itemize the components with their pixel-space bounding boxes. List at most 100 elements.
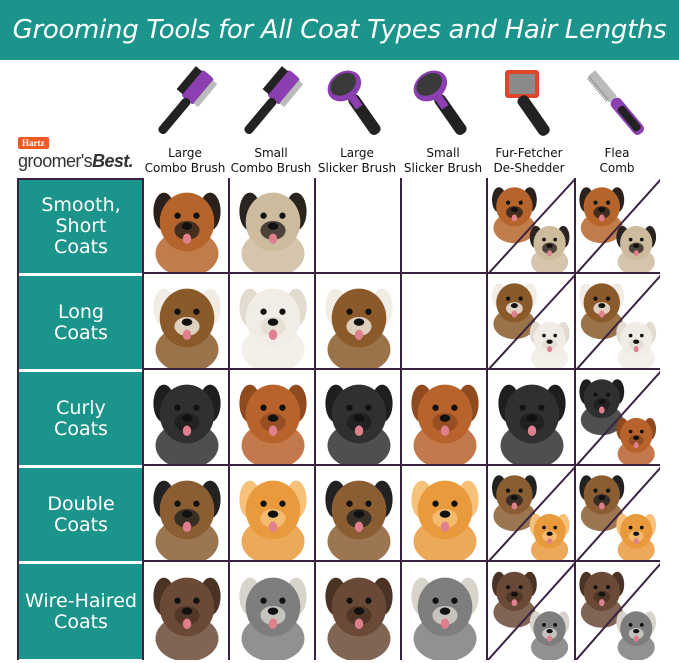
tool-2: Large Slicker Brush — [313, 64, 401, 176]
grid-cell — [574, 466, 660, 562]
dog-photo — [579, 283, 625, 340]
grid-cell — [400, 178, 486, 274]
dog-photo — [492, 187, 537, 244]
dog-photo — [153, 192, 221, 272]
coat-type-label: Double Coats — [19, 468, 143, 564]
combo-brush-icon — [141, 64, 229, 144]
tool-1: Small Combo Brush — [227, 64, 315, 176]
dog-photo — [239, 288, 307, 368]
dog-photo — [492, 571, 537, 628]
grid-cell — [486, 178, 574, 274]
diagonal-divider — [576, 370, 660, 464]
deshedder-icon — [485, 64, 573, 144]
grid-cell — [142, 466, 228, 562]
dog-photo — [153, 577, 221, 660]
grid-cell — [142, 274, 228, 370]
grid-cell — [574, 178, 660, 274]
title-banner: Grooming Tools for All Coat Types and Ha… — [0, 0, 679, 60]
dog-photo — [616, 225, 657, 272]
page-title: Grooming Tools for All Coat Types and Ha… — [12, 15, 667, 45]
dog-photo — [325, 577, 393, 660]
grid-cell — [400, 370, 486, 466]
diagonal-divider — [488, 274, 574, 368]
grid-cell — [228, 562, 314, 660]
dog-photo — [498, 384, 566, 464]
grid-cell — [574, 562, 660, 660]
tool-4: Fur-Fetcher De-Shedder — [485, 64, 573, 176]
dog-photo — [153, 480, 221, 560]
dog-photo — [239, 480, 307, 560]
grid-cell — [142, 370, 228, 466]
grid-cell — [228, 466, 314, 562]
grid-cell — [400, 274, 486, 370]
grid-cell — [142, 178, 228, 274]
coat-type-label: Wire-Haired Coats — [19, 564, 143, 662]
tool-label: Large Combo Brush — [144, 146, 226, 175]
coat-type-label: Smooth, Short Coats — [19, 180, 143, 276]
grid-cell — [400, 562, 486, 660]
tool-0: Large Combo Brush — [141, 64, 229, 176]
tool-label: Large Slicker Brush — [317, 146, 397, 175]
dog-photo — [616, 513, 657, 560]
grid-cell — [486, 562, 574, 660]
grid-cell — [228, 370, 314, 466]
dog-photo — [579, 187, 625, 244]
brand-logo: Hartz groomer'sBest. — [18, 131, 134, 172]
hartz-logo: Hartz — [18, 137, 49, 149]
dog-photo — [153, 288, 221, 368]
tool-3: Small Slicker Brush — [399, 64, 487, 176]
grid-cell — [486, 274, 574, 370]
dog-photo — [411, 577, 479, 660]
tool-5: Flea Comb — [573, 64, 661, 176]
grid-cell — [228, 274, 314, 370]
dog-photo — [239, 192, 307, 272]
grid-cell — [314, 562, 400, 660]
grid-cell — [314, 370, 400, 466]
grid-cell — [574, 370, 660, 466]
slicker-brush-icon — [399, 64, 487, 144]
diagonal-divider — [576, 274, 660, 368]
grid-cell — [228, 178, 314, 274]
diagonal-divider — [576, 466, 660, 560]
tool-label: Small Combo Brush — [230, 146, 312, 175]
tool-label: Flea Comb — [599, 146, 635, 175]
dog-photo — [579, 475, 625, 532]
coat-type-label: Curly Coats — [19, 372, 143, 468]
slicker-brush-icon — [313, 64, 401, 144]
grid-cell — [400, 466, 486, 562]
dog-photo — [529, 513, 570, 560]
dog-photo — [616, 321, 657, 368]
diagonal-divider — [488, 178, 574, 272]
tool-label: Fur-Fetcher De-Shedder — [493, 146, 565, 175]
dog-photo — [411, 480, 479, 560]
groomers-best-logo: groomer'sBest. — [18, 151, 134, 171]
dog-photo — [239, 384, 307, 464]
dog-photo — [579, 379, 625, 436]
dog-photo — [529, 225, 570, 272]
dog-photo — [616, 611, 657, 660]
dog-photo — [616, 417, 657, 464]
dog-photo — [492, 283, 537, 340]
grid-cell — [574, 274, 660, 370]
grid-cell — [314, 466, 400, 562]
diagonal-divider — [576, 178, 660, 272]
coat-type-label: Long Coats — [19, 276, 143, 372]
grid-cell — [486, 370, 574, 466]
dog-photo — [153, 384, 221, 464]
grid-cell — [314, 274, 400, 370]
combo-brush-icon — [227, 64, 315, 144]
coat-tool-grid: Smooth, Short Coats Long Coats Curly Coats… — [17, 178, 660, 662]
tool-label: Small Slicker Brush — [403, 146, 483, 175]
dog-photo — [529, 611, 570, 660]
dog-photo — [529, 321, 570, 368]
dog-photo — [492, 475, 537, 532]
grid-cell — [142, 562, 228, 660]
diagonal-divider — [488, 562, 574, 660]
diagonal-divider — [576, 562, 660, 660]
dog-photo — [325, 288, 393, 368]
grid-cell — [486, 466, 574, 562]
grid-cell — [314, 178, 400, 274]
diagonal-divider — [488, 466, 574, 560]
dog-photo — [325, 384, 393, 464]
dog-photo — [325, 480, 393, 560]
